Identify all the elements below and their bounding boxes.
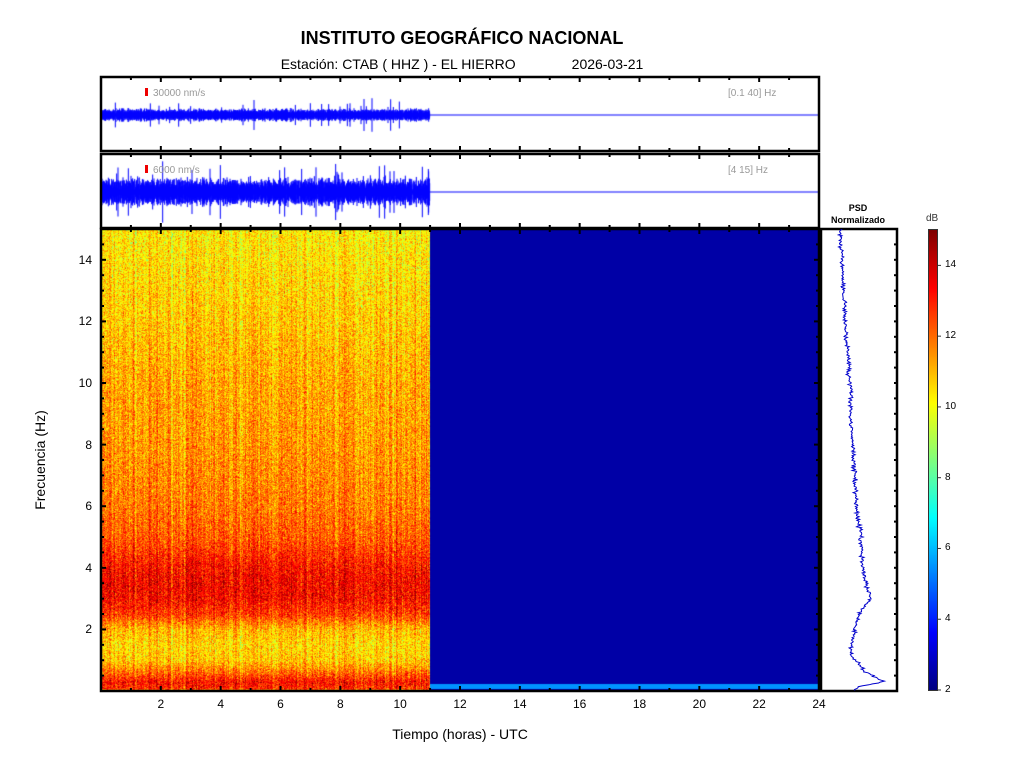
psd-frame [819,227,899,693]
x-tick-label: 20 [692,697,706,711]
x-tick-label: 12 [453,697,467,711]
trace-band-2: [4 15] Hz [728,165,769,176]
colorbar-label: dB [926,213,939,224]
trace-band-1: [0.1 40] Hz [728,88,777,99]
colorbar [928,229,938,691]
y-tick-label: 6 [85,499,92,514]
psd-title: PSD Normalizado [826,202,890,226]
panel-frame [99,152,821,230]
y-tick-label: 2 [85,622,92,637]
trace-scale-1: 30000 nm/s [145,88,205,99]
x-tick-label: 18 [632,697,647,711]
colorbar-tick-label: 2 [945,684,951,695]
y-tick-label: 14 [78,252,92,267]
panel-frame [99,227,821,693]
trace-scale-2: 6000 nm/s [145,165,200,176]
date-label: 2026-03-21 [571,56,644,72]
colorbar-tick-label: 12 [945,330,957,342]
colorbar-tick-label: 4 [945,613,951,625]
x-axis-label: Tiempo (horas) - UTC [392,726,528,742]
y-tick-label: 10 [78,376,92,390]
y-tick-label: 8 [85,437,92,452]
psd-curve [836,228,887,691]
x-tick-label: 6 [277,697,284,711]
chart-title: INSTITUTO GEOGRÁFICO NACIONAL [300,28,624,48]
waveform-trace-broadband [101,77,819,151]
chart-subtitle: Estación: CTAB ( HHZ ) - EL HIERRO 2026-0… [0,56,924,72]
psd-title-line: PSD [848,203,868,213]
x-tick-label: 8 [336,697,344,711]
y-tick-label: 4 [85,560,92,575]
waveform-trace-filtered [101,154,819,228]
colorbar-tick-label: 6 [945,542,951,554]
x-tick-label: 22 [752,697,766,711]
psd-title-line: Normalizado [830,215,885,225]
x-tick-label: 16 [572,697,587,711]
colorbar-tick-label: 14 [945,259,957,271]
scale-bar-icon [145,165,148,173]
panel-frame [99,75,821,153]
trace-scale-text: 6000 nm/s [153,165,200,176]
y-tick-label: 12 [78,314,92,329]
scale-bar-icon [145,88,148,96]
colorbar-tick-label: 8 [945,471,951,483]
x-tick-label: 10 [393,697,407,711]
x-tick-label: 2 [157,697,165,711]
y-axis-label: Frecuencia (Hz) [32,410,48,510]
x-tick-label: 4 [217,697,224,711]
spectrogram [101,229,819,691]
station-label: Estación: CTAB ( HHZ ) - EL HIERRO [280,56,516,72]
trace-scale-text: 30000 nm/s [153,88,206,99]
colorbar-tick-label: 10 [945,400,957,412]
x-tick-label: 24 [812,697,826,711]
x-tick-label: 14 [513,697,527,711]
